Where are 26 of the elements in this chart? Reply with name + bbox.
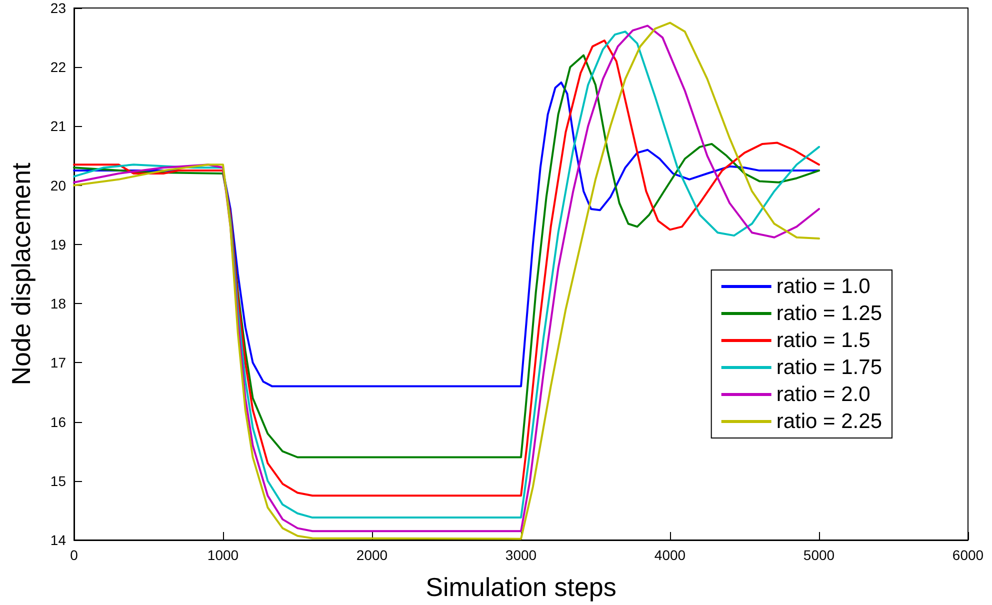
- y-tick-label: 21: [50, 118, 66, 134]
- y-tick-label: 14: [50, 532, 66, 548]
- x-axis-title: Simulation steps: [426, 572, 616, 602]
- y-axis-title: Node displacement: [6, 162, 36, 386]
- legend-label: ratio = 1.0: [776, 275, 870, 298]
- legend-label: ratio = 2.25: [776, 410, 882, 433]
- y-tick-label: 22: [50, 59, 66, 76]
- legend-label: ratio = 1.75: [776, 356, 882, 379]
- x-tick-label: 6000: [952, 547, 984, 563]
- y-tick-label: 17: [50, 354, 66, 371]
- y-tick-label: 20: [50, 177, 66, 194]
- y-tick-label: 16: [50, 414, 66, 430]
- y-tick-label: 15: [50, 472, 66, 489]
- legend-label: ratio = 2.0: [776, 383, 870, 406]
- x-tick-label: 5000: [803, 547, 835, 563]
- y-tick-label: 23: [50, 0, 66, 16]
- legend-label: ratio = 1.25: [776, 302, 882, 325]
- x-tick-label: 4000: [654, 547, 686, 563]
- line-series: [73, 81, 820, 388]
- legend-label: ratio = 1.5: [776, 329, 870, 352]
- x-tick-label: 0: [70, 547, 78, 563]
- x-tick-label: 2000: [356, 547, 388, 563]
- x-tick-label: 3000: [505, 547, 537, 563]
- x-tick-label: 1000: [207, 547, 239, 563]
- y-tick-label: 19: [50, 236, 66, 252]
- y-tick-label: 18: [50, 296, 66, 312]
